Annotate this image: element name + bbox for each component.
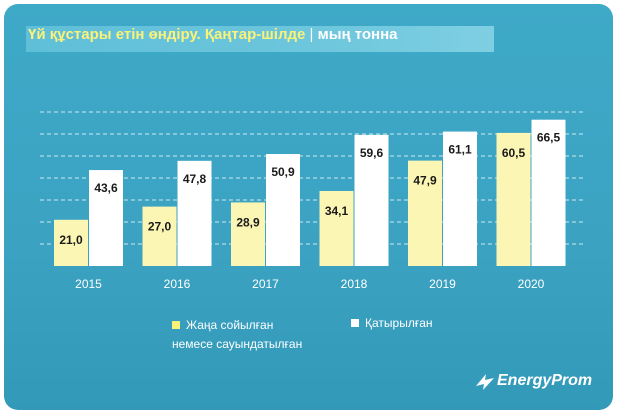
data-label-fresh-2017: 28,9 xyxy=(236,215,260,229)
x-axis-ticks: 2015 2016 2017 2018 2019 2020 xyxy=(75,277,545,291)
bar-fresh-2020 xyxy=(496,132,531,266)
legend-swatch-fresh xyxy=(172,320,180,329)
data-label-frozen-2017: 50,9 xyxy=(271,165,295,179)
bar-fresh-2018 xyxy=(319,190,354,266)
data-label-fresh-2020: 60,5 xyxy=(502,146,526,160)
bar-frozen-2016 xyxy=(177,160,212,266)
bar-frozen-2017 xyxy=(266,154,300,266)
legend-swatch-frozen xyxy=(351,318,359,327)
x-tick-label-2016: 2016 xyxy=(164,277,191,291)
legend-label-fresh-1: Жаңа сойылған xyxy=(186,318,274,332)
data-label-frozen-2016: 47,8 xyxy=(183,172,207,186)
bar-fresh-2019 xyxy=(408,160,442,266)
legend-label-frozen: Қатырылған xyxy=(365,316,433,330)
bar-frozen-2015 xyxy=(89,170,123,266)
data-label-fresh-2018: 34,1 xyxy=(325,204,349,218)
data-label-fresh-2019: 47,9 xyxy=(413,174,437,188)
bar-fresh-2016 xyxy=(142,206,177,266)
x-tick-label-2015: 2015 xyxy=(75,277,102,291)
bar-fresh-2017 xyxy=(231,202,265,266)
legend-item-frozen: Қатырылған xyxy=(351,316,433,330)
bar-frozen-2020 xyxy=(531,119,566,266)
title-bar xyxy=(26,26,494,52)
x-tick-label-2020: 2020 xyxy=(518,277,545,291)
bar-frozen-2019 xyxy=(443,131,477,266)
chart-title-unit: мың тонна xyxy=(317,26,398,43)
legend-item-fresh: Жаңа сойылған немесе сауындатылған xyxy=(172,316,302,354)
data-label-frozen-2019: 61,1 xyxy=(448,143,472,157)
x-tick-label-2019: 2019 xyxy=(429,277,456,291)
x-tick-label-2018: 2018 xyxy=(341,277,368,291)
bar-frozen-2018 xyxy=(354,134,389,266)
data-label-fresh-2016: 27,0 xyxy=(148,220,172,234)
data-label-fresh-2015: 21,0 xyxy=(59,233,83,247)
title-separator: | xyxy=(309,26,314,43)
data-label-frozen-2015: 43,6 xyxy=(94,181,118,195)
x-tick-label-2017: 2017 xyxy=(252,277,279,291)
bars: 21,0 43,6 27,0 47,8 28,9 50,9 34,1 59,6 47,9 61,1… xyxy=(54,119,566,266)
energyprom-logo-icon xyxy=(476,374,494,390)
legend-label-fresh-2: немесе сауындатылған xyxy=(172,337,303,351)
brand-logo: EnergyProm xyxy=(497,372,593,389)
data-label-frozen-2020: 66,5 xyxy=(537,131,561,145)
chart-title-main: Үй құстары етін өндіру. Қаңтар-шілде xyxy=(28,26,306,43)
bar-fresh-2015 xyxy=(54,219,88,266)
data-label-frozen-2018: 59,6 xyxy=(360,146,384,160)
chart-title: Үй құстары етін өндіру. Қаңтар-шілде | м… xyxy=(28,26,398,43)
